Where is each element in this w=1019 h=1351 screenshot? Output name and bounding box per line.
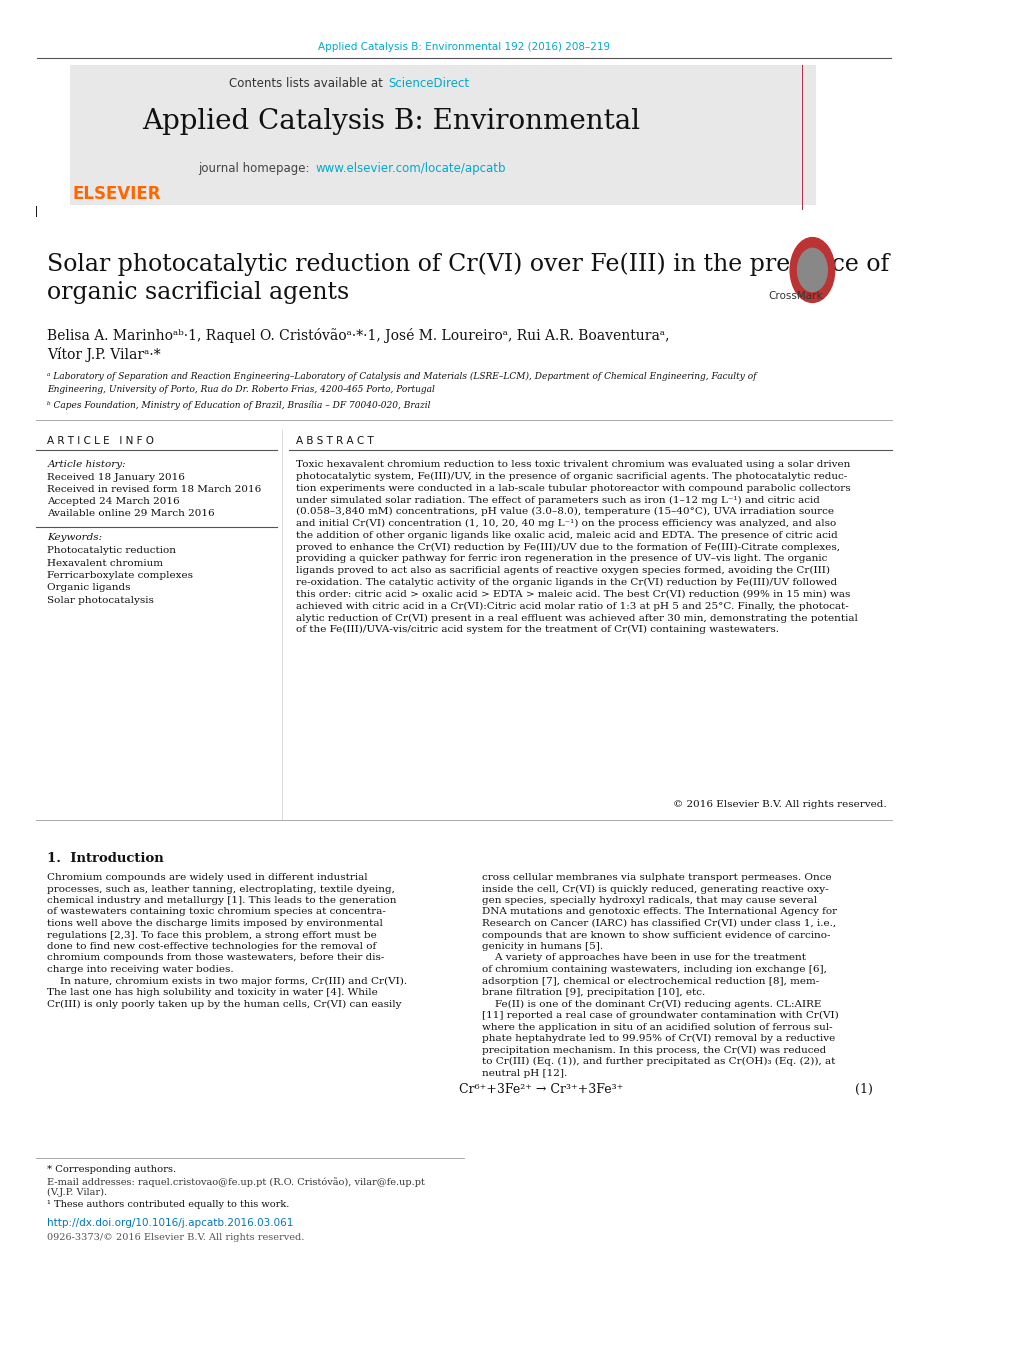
Text: where the application in situ of an acidified solution of ferrous sul-: where the application in situ of an acid…: [482, 1023, 832, 1032]
Text: regulations [2,3]. To face this problem, a strong effort must be: regulations [2,3]. To face this problem,…: [47, 931, 377, 939]
Text: photocatalytic system, Fe(III)/UV, in the presence of organic sacrificial agents: photocatalytic system, Fe(III)/UV, in th…: [296, 471, 846, 481]
Text: of chromium containing wastewaters, including ion exchange [6],: of chromium containing wastewaters, incl…: [482, 965, 826, 974]
Text: Accepted 24 March 2016: Accepted 24 March 2016: [47, 497, 179, 507]
Text: phate heptahydrate led to 99.95% of Cr(VI) removal by a reductive: phate heptahydrate led to 99.95% of Cr(V…: [482, 1034, 835, 1043]
Text: tion experiments were conducted in a lab-scale tubular photoreactor with compoun: tion experiments were conducted in a lab…: [296, 484, 850, 493]
Text: re-oxidation. The catalytic activity of the organic ligands in the Cr(VI) reduct: re-oxidation. The catalytic activity of …: [296, 578, 836, 588]
Text: A R T I C L E   I N F O: A R T I C L E I N F O: [47, 436, 154, 446]
Text: tions well above the discharge limits imposed by environmental: tions well above the discharge limits im…: [47, 919, 383, 928]
Text: Cr⁶⁺+3Fe²⁺ → Cr³⁺+3Fe³⁺: Cr⁶⁺+3Fe²⁺ → Cr³⁺+3Fe³⁺: [459, 1084, 623, 1096]
Circle shape: [790, 238, 834, 303]
Text: ELSEVIER: ELSEVIER: [72, 185, 161, 203]
Text: Applied Catalysis B: Environmental 192 (2016) 208–219: Applied Catalysis B: Environmental 192 (…: [318, 42, 609, 51]
Text: proved to enhance the Cr(VI) reduction by Fe(III)/UV due to the formation of Fe(: proved to enhance the Cr(VI) reduction b…: [296, 543, 839, 551]
Bar: [70, 65, 815, 205]
Text: ᵃ Laboratory of Separation and Reaction Engineering–Laboratory of Catalysis and : ᵃ Laboratory of Separation and Reaction …: [47, 372, 756, 393]
Text: * Corresponding authors.: * Corresponding authors.: [47, 1165, 176, 1174]
Text: Solar photocatalytic reduction of Cr(VI) over Fe(III) in the presence of
organic: Solar photocatalytic reduction of Cr(VI)…: [47, 253, 889, 304]
Text: processes, such as, leather tanning, electroplating, textile dyeing,: processes, such as, leather tanning, ele…: [47, 885, 394, 893]
Text: ¹ These authors contributed equally to this work.: ¹ These authors contributed equally to t…: [47, 1200, 289, 1209]
Text: Research on Cancer (IARC) has classified Cr(VI) under class 1, i.e.,: Research on Cancer (IARC) has classified…: [482, 919, 836, 928]
Text: ligands proved to act also as sacrificial agents of reactive oxygen species form: ligands proved to act also as sacrificia…: [296, 566, 828, 576]
Text: 0926-3373/© 2016 Elsevier B.V. All rights reserved.: 0926-3373/© 2016 Elsevier B.V. All right…: [47, 1233, 305, 1242]
Text: (1): (1): [854, 1084, 872, 1096]
Text: Available online 29 March 2016: Available online 29 March 2016: [47, 509, 215, 517]
Text: of the Fe(III)/UVA-vis/citric acid system for the treatment of Cr(VI) containing: of the Fe(III)/UVA-vis/citric acid syste…: [296, 626, 777, 635]
Text: Belisa A. Marinhoᵃᵇ·1, Raquel O. Cristóvãoᵃ·*·1, José M. Loureiroᵃ, Rui A.R. Boa: Belisa A. Marinhoᵃᵇ·1, Raquel O. Cristóv…: [47, 328, 669, 343]
Text: CATALYSIS: CATALYSIS: [821, 91, 869, 99]
Text: to Cr(III) (Eq. (1)), and further precipitated as Cr(OH)₃ (Eq. (2)), at: to Cr(III) (Eq. (1)), and further precip…: [482, 1056, 835, 1066]
Text: precipitation mechanism. In this process, the Cr(VI) was reduced: precipitation mechanism. In this process…: [482, 1046, 825, 1055]
Text: 1.  Introduction: 1. Introduction: [47, 852, 164, 865]
Text: (V.J.P. Vilar).: (V.J.P. Vilar).: [47, 1188, 107, 1197]
Text: In nature, chromium exists in two major forms, Cr(III) and Cr(VI).: In nature, chromium exists in two major …: [47, 977, 407, 986]
Text: inside the cell, Cr(VI) is quickly reduced, generating reactive oxy-: inside the cell, Cr(VI) is quickly reduc…: [482, 885, 828, 893]
Text: achieved with citric acid in a Cr(VI):Citric acid molar ratio of 1:3 at pH 5 and: achieved with citric acid in a Cr(VI):Ci…: [296, 601, 848, 611]
Text: genicity in humans [5].: genicity in humans [5].: [482, 942, 602, 951]
Text: © 2016 Elsevier B.V. All rights reserved.: © 2016 Elsevier B.V. All rights reserved…: [673, 800, 887, 809]
Text: brane filtration [9], precipitation [10], etc.: brane filtration [9], precipitation [10]…: [482, 988, 705, 997]
Text: Vítor J.P. Vilarᵃ·*: Vítor J.P. Vilarᵃ·*: [47, 347, 161, 362]
Text: Cr(III) is only poorly taken up by the human cells, Cr(VI) can easily: Cr(III) is only poorly taken up by the h…: [47, 1000, 401, 1009]
Text: compounds that are known to show sufficient evidence of carcino-: compounds that are known to show suffici…: [482, 931, 829, 939]
Text: the addition of other organic ligands like oxalic acid, maleic acid and EDTA. Th: the addition of other organic ligands li…: [296, 531, 837, 540]
Text: Article history:: Article history:: [47, 459, 125, 469]
Text: Photocatalytic reduction: Photocatalytic reduction: [47, 546, 176, 555]
Text: ᵇ Capes Foundation, Ministry of Education of Brazil, Brasília – DF 70040-020, Br: ᵇ Capes Foundation, Ministry of Educatio…: [47, 400, 430, 409]
Text: Received in revised form 18 March 2016: Received in revised form 18 March 2016: [47, 485, 261, 494]
Text: A variety of approaches have been in use for the treatment: A variety of approaches have been in use…: [482, 954, 805, 962]
Text: The last one has high solubility and toxicity in water [4]. While: The last one has high solubility and tox…: [47, 988, 378, 997]
Text: http://dx.doi.org/10.1016/j.apcatb.2016.03.061: http://dx.doi.org/10.1016/j.apcatb.2016.…: [47, 1219, 293, 1228]
Text: adsorption [7], chemical or electrochemical reduction [8], mem-: adsorption [7], chemical or electrochemi…: [482, 977, 818, 985]
Text: journal homepage:: journal homepage:: [199, 162, 314, 176]
Text: Keywords:: Keywords:: [47, 534, 102, 542]
Text: Received 18 January 2016: Received 18 January 2016: [47, 473, 185, 482]
Text: providing a quicker pathway for ferric iron regeneration in the presence of UV–v: providing a quicker pathway for ferric i…: [296, 554, 826, 563]
Text: under simulated solar radiation. The effect of parameters such as iron (1–12 mg : under simulated solar radiation. The eff…: [296, 496, 818, 504]
Text: [11] reported a real case of groundwater contamination with Cr(VI): [11] reported a real case of groundwater…: [482, 1011, 838, 1020]
Text: this order: citric acid > oxalic acid > EDTA > maleic acid. The best Cr(VI) redu: this order: citric acid > oxalic acid > …: [296, 590, 849, 598]
Text: alytic reduction of Cr(VI) present in a real effluent was achieved after 30 min,: alytic reduction of Cr(VI) present in a …: [296, 613, 857, 623]
Text: DNA mutations and genotoxic effects. The International Agency for: DNA mutations and genotoxic effects. The…: [482, 908, 837, 916]
Text: chromium compounds from those wastewaters, before their dis-: chromium compounds from those wastewater…: [47, 954, 384, 962]
Text: ScienceDirect: ScienceDirect: [388, 77, 469, 91]
Circle shape: [797, 249, 826, 292]
Text: Chromium compounds are widely used in different industrial: Chromium compounds are widely used in di…: [47, 873, 368, 882]
Text: gen species, specially hydroxyl radicals, that may cause several: gen species, specially hydroxyl radicals…: [482, 896, 816, 905]
Text: cross cellular membranes via sulphate transport permeases. Once: cross cellular membranes via sulphate tr…: [482, 873, 830, 882]
Text: www.elsevier.com/locate/apcatb: www.elsevier.com/locate/apcatb: [315, 162, 505, 176]
Text: done to find new cost-effective technologies for the removal of: done to find new cost-effective technolo…: [47, 942, 376, 951]
Text: Hexavalent chromium: Hexavalent chromium: [47, 558, 163, 567]
Text: Fe(II) is one of the dominant Cr(VI) reducing agents. CL:AIRE: Fe(II) is one of the dominant Cr(VI) red…: [482, 1000, 820, 1009]
Text: Ferricarboxylate complexes: Ferricarboxylate complexes: [47, 571, 194, 580]
Text: charge into receiving water bodies.: charge into receiving water bodies.: [47, 965, 233, 974]
Text: and initial Cr(VI) concentration (1, 10, 20, 40 mg L⁻¹) on the process efficienc: and initial Cr(VI) concentration (1, 10,…: [296, 519, 836, 528]
Text: A B S T R A C T: A B S T R A C T: [296, 436, 373, 446]
Text: Contents lists available at: Contents lists available at: [229, 77, 386, 91]
Text: neutral pH [12].: neutral pH [12].: [482, 1069, 567, 1078]
Text: (0.058–3,840 mM) concentrations, pH value (3.0–8.0), temperature (15–40°C), UVA : (0.058–3,840 mM) concentrations, pH valu…: [296, 507, 833, 516]
Text: Toxic hexavalent chromium reduction to less toxic trivalent chromium was evaluat: Toxic hexavalent chromium reduction to l…: [296, 459, 849, 469]
Text: chemical industry and metallurgy [1]. This leads to the generation: chemical industry and metallurgy [1]. Th…: [47, 896, 396, 905]
Text: Organic ligands: Organic ligands: [47, 584, 130, 593]
Text: E-mail addresses: raquel.cristovao@fe.up.pt (R.O. Cristóvão), vilar@fe.up.pt: E-mail addresses: raquel.cristovao@fe.up…: [47, 1177, 425, 1186]
Text: Solar photocatalysis: Solar photocatalysis: [47, 596, 154, 605]
Text: of wastewaters containing toxic chromium species at concentra-: of wastewaters containing toxic chromium…: [47, 908, 386, 916]
Text: CrossMark: CrossMark: [768, 290, 822, 301]
Text: Applied Catalysis B: Environmental: Applied Catalysis B: Environmental: [142, 108, 640, 135]
